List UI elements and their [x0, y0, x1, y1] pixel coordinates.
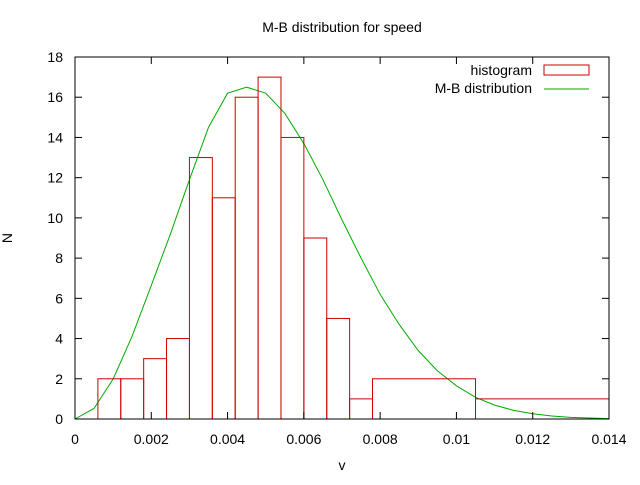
histogram-bar-5	[211, 197, 236, 420]
y-tick-label: 6	[55, 290, 63, 306]
ticks-layer: 0 0.002 0.004 0.006 0.008 0.01 0.012 0.014 0 2 4 6 8…	[47, 49, 626, 447]
y-tick-label: 8	[55, 250, 63, 266]
legend-label-histogram: histogram	[471, 62, 532, 78]
mb-curve-layer	[74, 86, 610, 420]
mb-distribution-curve	[74, 86, 610, 420]
x-axis-label: v	[339, 457, 346, 473]
histogram-bar-9	[303, 237, 328, 420]
y-axis-label: N	[0, 233, 15, 243]
y-tick-label: 12	[47, 170, 63, 186]
histogram-bar-3	[166, 338, 190, 420]
legend: histogram M-B distribution	[435, 62, 590, 96]
y-tick-label: 16	[47, 89, 63, 105]
y-tick-label: 14	[47, 129, 63, 145]
y-tick-label: 2	[55, 371, 63, 387]
histogram-bar-4	[188, 157, 213, 420]
y-tick-label: 18	[47, 49, 63, 65]
x-tick-label: 0.002	[134, 431, 169, 447]
legend-label-mb-distribution: M-B distribution	[435, 80, 532, 96]
x-tick-label: 0.012	[515, 431, 550, 447]
histogram-bar-12	[372, 378, 477, 420]
histogram-bar-2	[143, 358, 168, 420]
plot-frame	[74, 56, 610, 420]
histogram-bar-1	[120, 378, 145, 420]
histogram-bar-6	[234, 96, 259, 420]
x-tick-label: 0.008	[363, 431, 398, 447]
x-tick-label: 0.004	[210, 431, 245, 447]
labels-layer: M-B distribution for speed v N	[0, 19, 422, 473]
axes-layer	[74, 56, 610, 420]
histogram-bar-7	[257, 76, 282, 420]
y-tick-label: 0	[55, 411, 63, 427]
y-tick-label: 10	[47, 210, 63, 226]
histogram-bars-layer	[97, 76, 610, 420]
histogram-bar-13	[475, 398, 610, 420]
chart-title: M-B distribution for speed	[262, 19, 422, 35]
x-tick-label: 0.006	[286, 431, 321, 447]
histogram-bar-10	[326, 317, 351, 420]
y-tick-label: 4	[55, 331, 63, 347]
histogram-bar-8	[280, 136, 305, 420]
histogram-bar-11	[349, 398, 374, 420]
x-tick-label: 0	[71, 431, 79, 447]
legend-swatch-histogram	[543, 64, 590, 76]
x-tick-label: 0.014	[591, 431, 626, 447]
x-tick-label: 0.01	[443, 431, 470, 447]
